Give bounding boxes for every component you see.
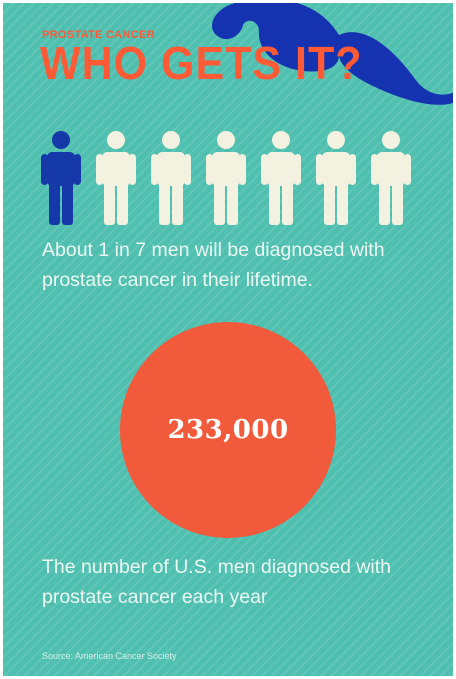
person-icon — [96, 131, 136, 225]
person-icon — [206, 131, 246, 225]
lifetime-risk-text: About 1 in 7 men will be diagnosed with … — [42, 239, 385, 291]
mustache-icon — [212, 3, 453, 105]
people-pictogram — [41, 129, 411, 225]
person-icon — [41, 131, 81, 225]
kicker-label: PROSTATE CANCER — [42, 29, 155, 41]
person-icon — [371, 131, 411, 225]
big-number-value: 233,000 — [167, 415, 289, 445]
person-icon — [316, 131, 356, 225]
person-icon — [261, 131, 301, 225]
person-icon — [151, 131, 191, 225]
headline: WHO GETS IT? — [40, 37, 363, 90]
infographic-card: PROSTATE CANCER WHO GETS IT? — [3, 3, 453, 676]
big-number-circle: 233,000 — [120, 322, 336, 538]
source-credit: Source: American Cancer Society — [42, 651, 177, 661]
big-number-caption: The number of U.S. men diagnosed with pr… — [42, 556, 392, 608]
